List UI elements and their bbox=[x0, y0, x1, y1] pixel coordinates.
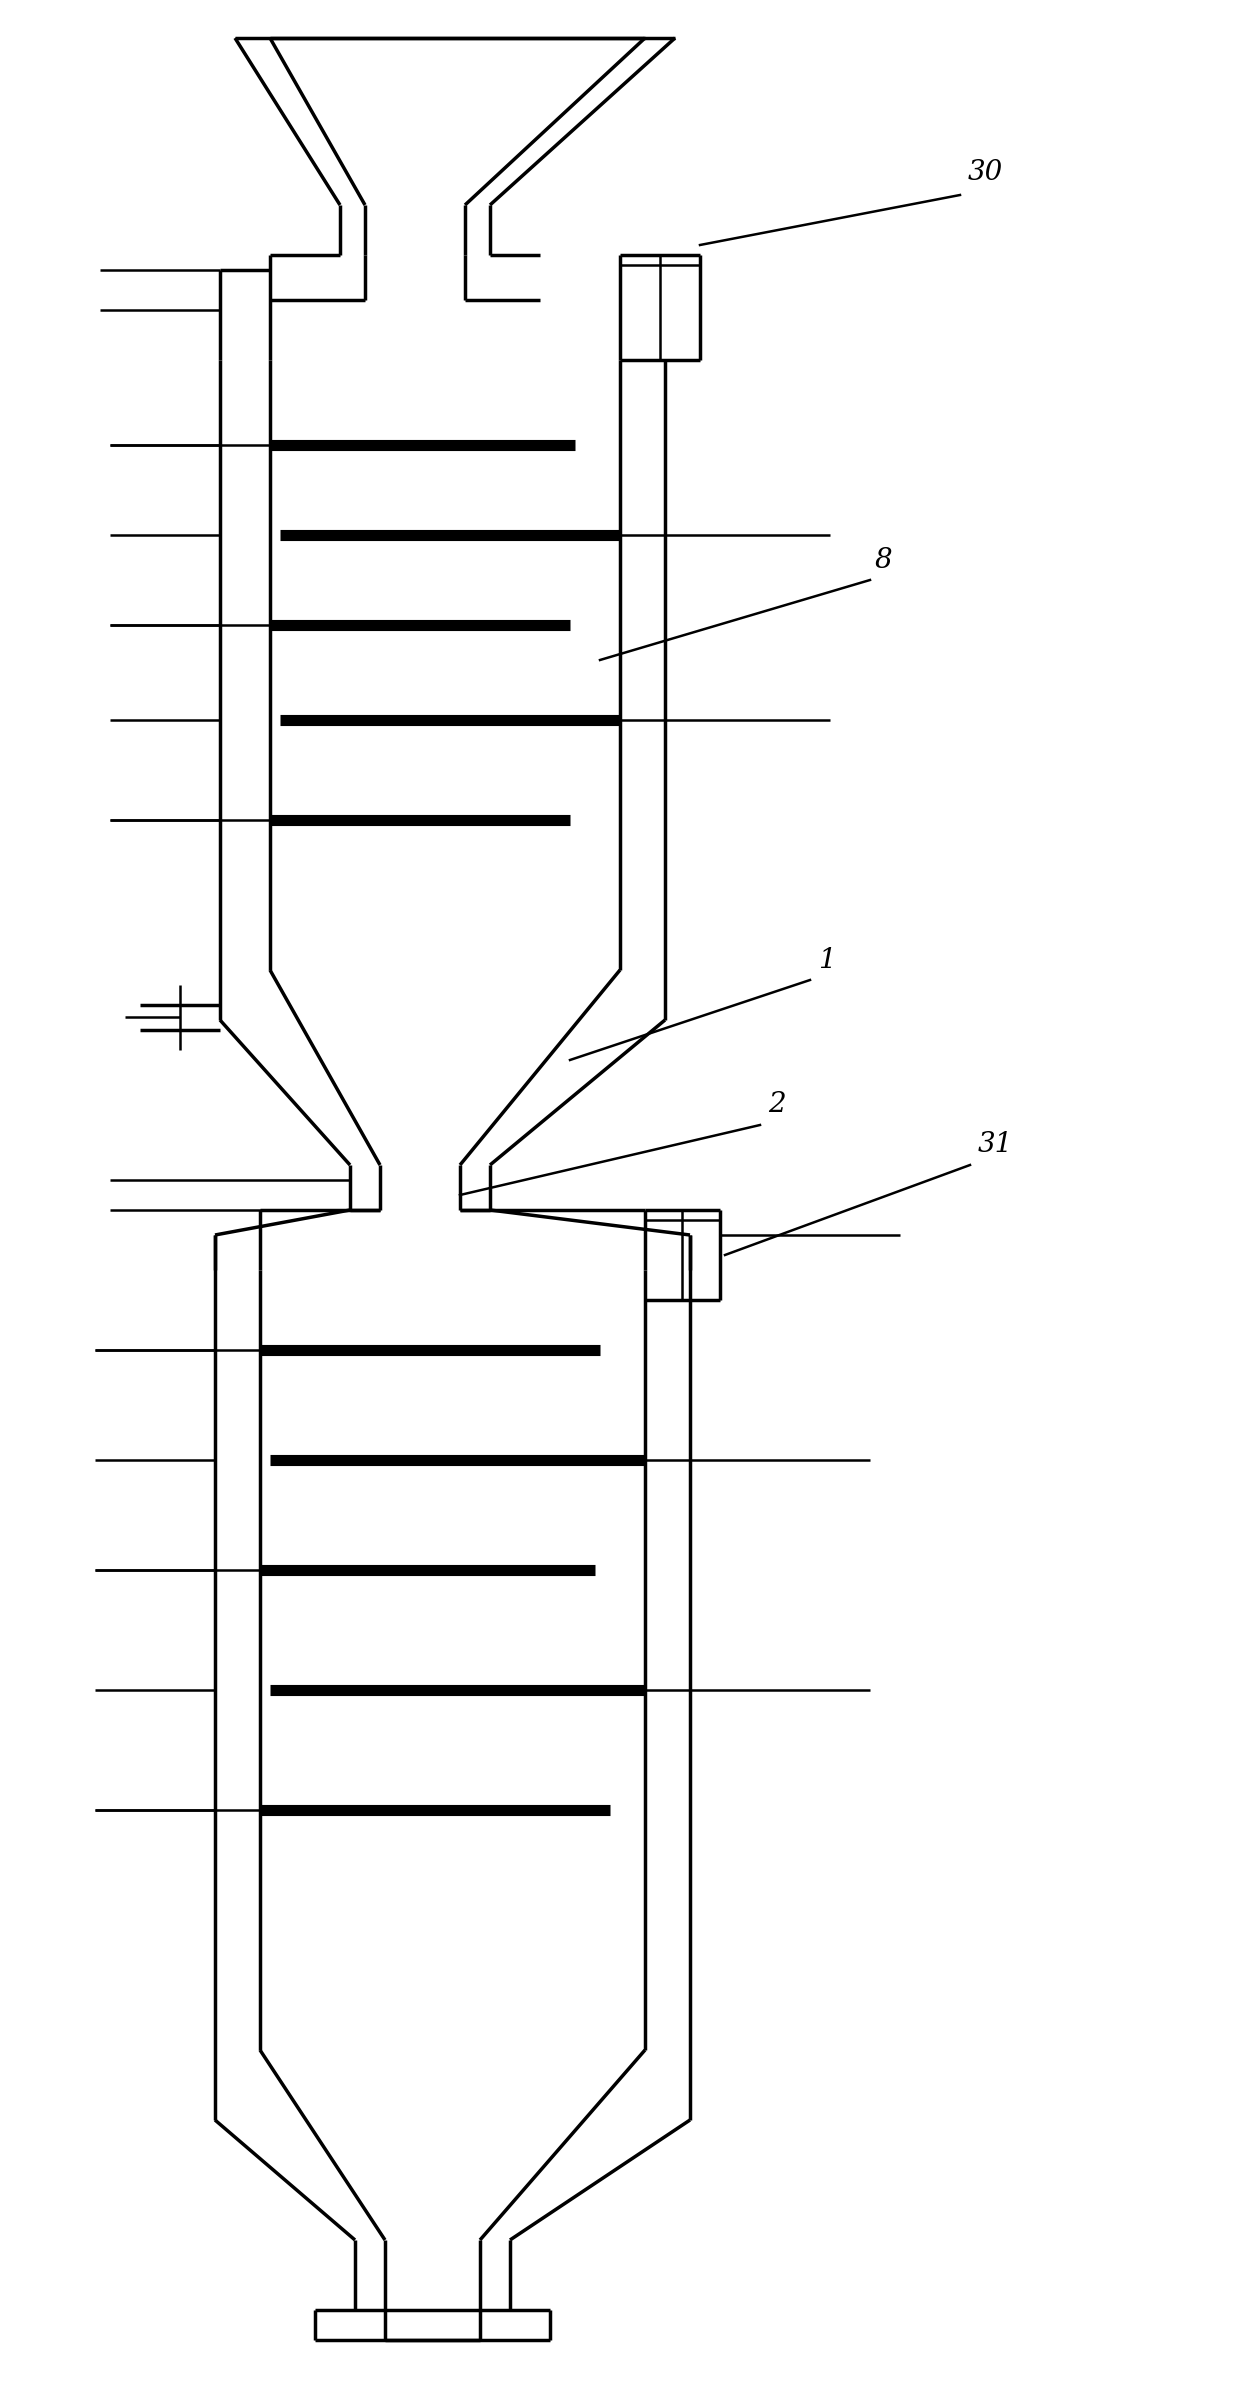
Text: 30: 30 bbox=[968, 158, 1003, 187]
Text: 1: 1 bbox=[819, 947, 836, 974]
Text: 2: 2 bbox=[768, 1091, 786, 1117]
Text: 8: 8 bbox=[875, 547, 892, 573]
Text: 31: 31 bbox=[978, 1132, 1013, 1158]
